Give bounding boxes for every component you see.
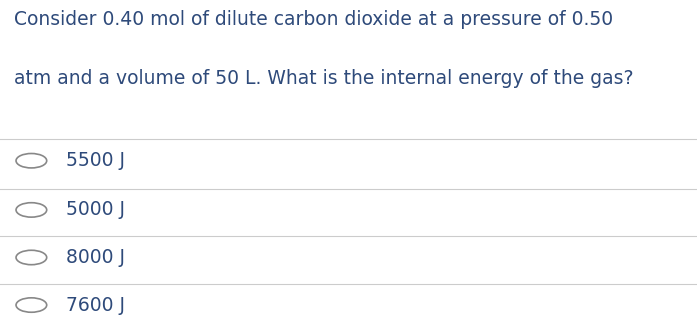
Text: 5500 J: 5500 J <box>66 151 125 170</box>
Text: atm and a volume of 50 L. What is the internal energy of the gas?: atm and a volume of 50 L. What is the in… <box>14 69 634 88</box>
Text: 8000 J: 8000 J <box>66 248 125 267</box>
Text: 7600 J: 7600 J <box>66 296 125 315</box>
Text: Consider 0.40 mol of dilute carbon dioxide at a pressure of 0.50: Consider 0.40 mol of dilute carbon dioxi… <box>14 10 613 29</box>
Text: 5000 J: 5000 J <box>66 200 125 219</box>
